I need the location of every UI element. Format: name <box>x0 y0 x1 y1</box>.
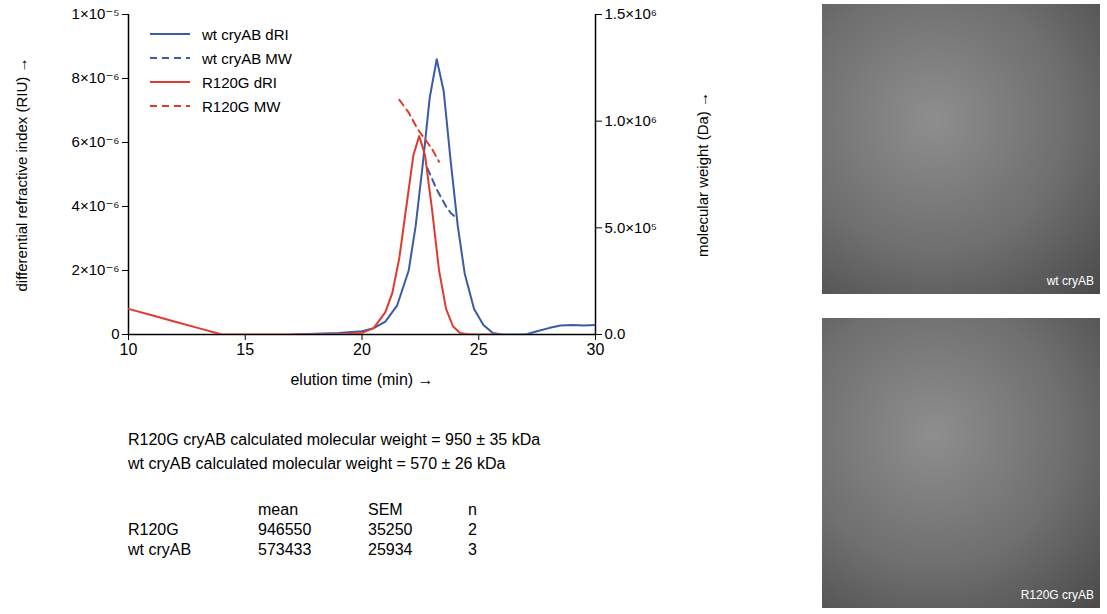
html-text:wt cryAB MW: wt cryAB MW <box>202 49 292 67</box>
html-text:573433: 573433 <box>258 541 312 558</box>
svg-text:1.0×10⁶: 1.0×10⁶ <box>605 112 657 129</box>
svg-text:10: 10 <box>120 341 138 358</box>
html-text:946550: 946550 <box>258 521 312 538</box>
html-text:SEM: SEM <box>368 501 403 518</box>
svg-text:2×10⁻⁶: 2×10⁻⁶ <box>72 261 120 278</box>
html-text:mean: mean <box>258 501 298 518</box>
svg-text:20: 20 <box>353 341 371 358</box>
html-text:wt cryAB calculated molecular: wt cryAB calculated molecular weight = 5… <box>128 455 506 472</box>
svg-text:1.5×10⁶: 1.5×10⁶ <box>605 5 657 22</box>
html-text:R120G: R120G <box>128 521 179 538</box>
html-text:wt cryAB: wt cryAB <box>1046 274 1094 288</box>
svg-text:15: 15 <box>236 341 254 358</box>
html-text:25934: 25934 <box>368 541 413 558</box>
html-text:3: 3 <box>468 541 477 558</box>
svg-text:5.0×10⁵: 5.0×10⁵ <box>605 219 658 236</box>
svg-text:0: 0 <box>111 325 119 342</box>
svg-text:1×10⁻⁵: 1×10⁻⁵ <box>72 5 120 22</box>
html-text:R120G cryAB calculated molecul: R120G cryAB calculated molecular weight … <box>128 431 541 448</box>
svg-text:4×10⁻⁶: 4×10⁻⁶ <box>72 197 120 214</box>
html-text:R120G dRI: R120G dRI <box>202 73 277 91</box>
svg-text:6×10⁻⁶: 6×10⁻⁶ <box>72 133 120 150</box>
html-text:2: 2 <box>468 521 477 538</box>
svg-text:elution time (min) →: elution time (min) → <box>290 371 433 388</box>
svg-text:30: 30 <box>587 341 605 358</box>
svg-text:molecular weight (Da) →: molecular weight (Da) → <box>694 92 711 257</box>
html-text:n: n <box>468 501 477 518</box>
svg-text:8×10⁻⁶: 8×10⁻⁶ <box>72 69 120 86</box>
html-text:wt cryAB: wt cryAB <box>128 541 192 558</box>
svg-text:0.0: 0.0 <box>605 325 626 342</box>
html-text:R120G cryAB: R120G cryAB <box>1020 588 1094 602</box>
svg-text:25: 25 <box>470 341 488 358</box>
svg-text:differential refractive index: differential refractive index (RIU) → <box>13 58 30 292</box>
html-text:wt cryAB dRI: wt cryAB dRI <box>202 25 289 43</box>
html-text:35250: 35250 <box>368 521 413 538</box>
html-text:R120G MW: R120G MW <box>202 97 281 115</box>
